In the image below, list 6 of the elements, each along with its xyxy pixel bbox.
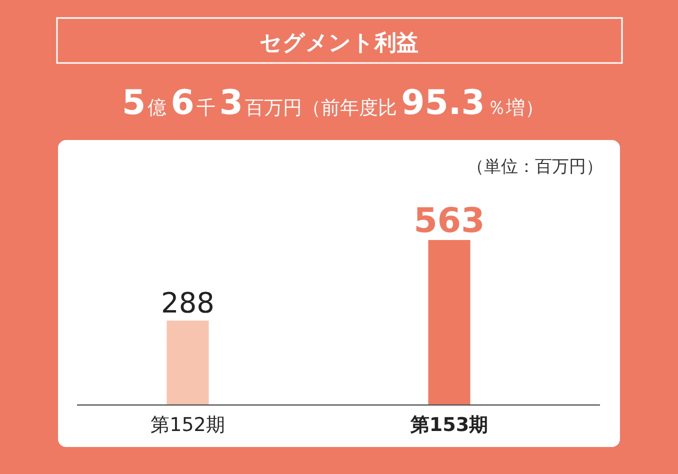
data-label: 288: [161, 286, 214, 320]
x-tick-label: 第152期: [150, 414, 225, 436]
text: （単位：百万円）: [467, 157, 603, 177]
chart-title: セグメント利益: [260, 31, 418, 56]
x-tick-label: 第153期: [409, 414, 488, 436]
data-label: 563: [414, 201, 485, 241]
